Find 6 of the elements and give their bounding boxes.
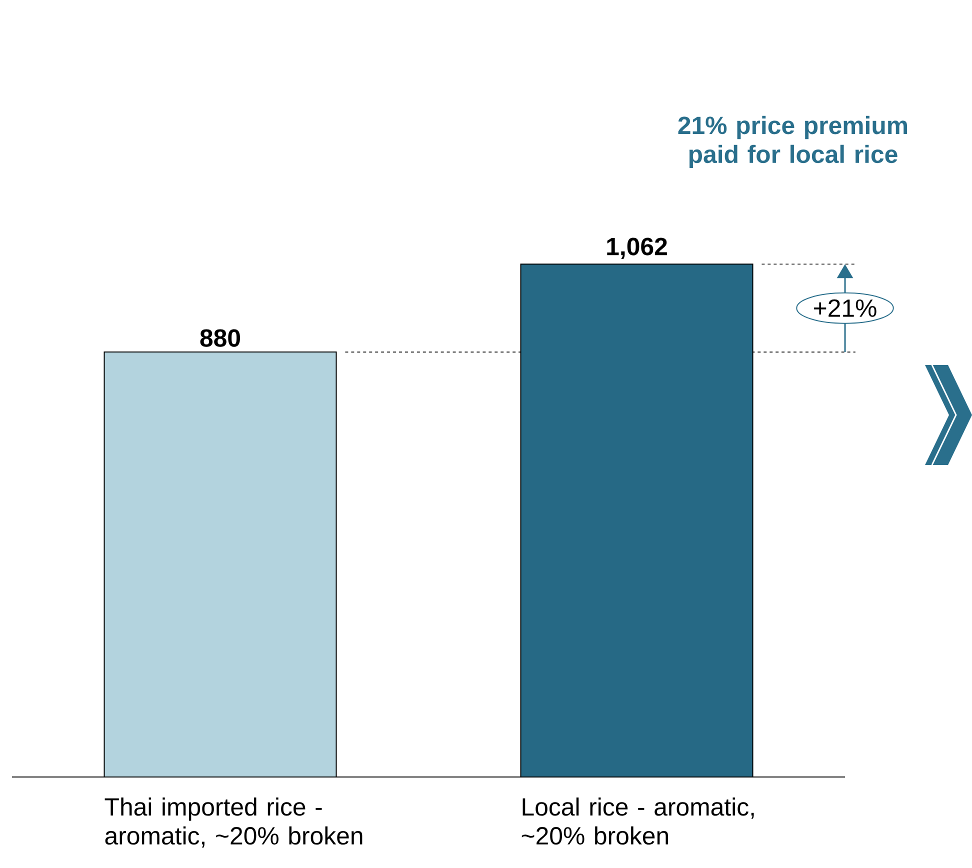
chart-title: 21% price premium paid for local rice [678,116,908,168]
annotation: +21% [814,299,876,317]
data-label: 1,062 [607,238,667,259]
x-tick-label: Local rice - aromatic, ~20% broken [522,797,754,845]
data-label: 880 [200,329,240,347]
x-tick-label: Thai imported rice - aromatic, ~20% broken [104,797,362,848]
